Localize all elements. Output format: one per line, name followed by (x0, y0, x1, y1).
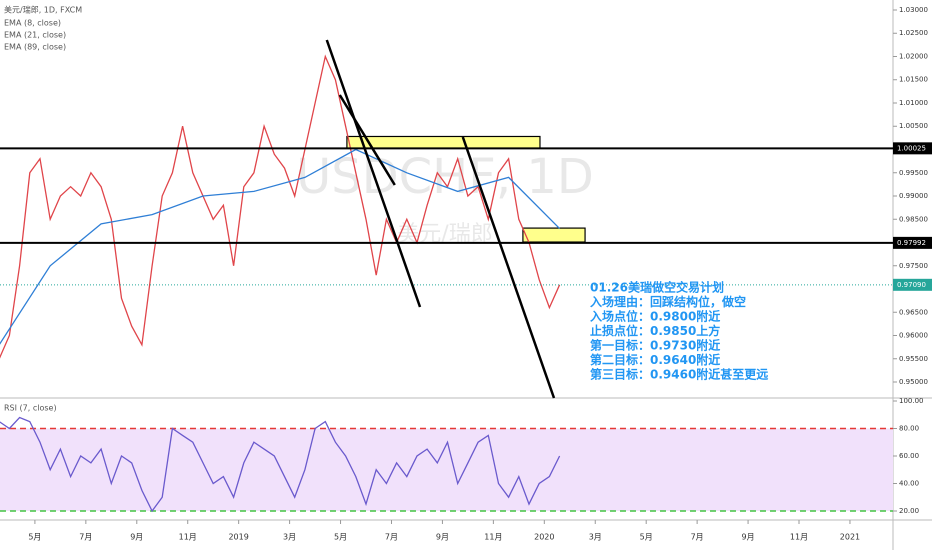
x-tick-label: 7月 (691, 533, 704, 542)
rsi-band (0, 428, 893, 511)
zone (346, 135, 541, 149)
x-tick-label: 9月 (742, 533, 755, 542)
y-tick-label: 80.00 (899, 424, 919, 432)
zone (522, 227, 586, 243)
series-line (0, 416, 561, 513)
series-line (0, 54, 561, 359)
y-tick-label: 0.98500 (899, 215, 928, 223)
pane-title: 美元/瑞郎, 1D, FXCM (4, 5, 82, 15)
y-tick-label: 1.02000 (899, 52, 928, 60)
trendline (461, 136, 556, 399)
x-tick-label: 2021 (840, 533, 860, 542)
y-tick-label: 1.01500 (899, 76, 928, 84)
y-tick-label: 40.00 (899, 479, 919, 487)
x-tick-label: 9月 (130, 533, 143, 542)
indicator-label: EMA (21, close) (4, 31, 66, 40)
x-tick-label: 5月 (640, 533, 653, 542)
x-tick-label: 2019 (228, 533, 248, 542)
y-tick-label: 0.99000 (899, 192, 928, 200)
annotation: 入场理由：回踩结构位，做空 (590, 294, 746, 309)
y-tick-label: 0.95000 (899, 378, 928, 386)
price-tag (893, 142, 932, 155)
annotation: 01.26美瑞做空交易计划 (590, 280, 724, 295)
x-tick-label: 11月 (484, 533, 502, 542)
x-tick-label: 5月 (28, 533, 41, 542)
y-tick-label: 1.00500 (899, 122, 928, 130)
series-line (0, 148, 561, 345)
trendline (338, 94, 396, 186)
trendline (325, 39, 422, 308)
x-tick-label: 2020 (534, 533, 554, 542)
x-tick-label: 3月 (589, 533, 602, 542)
y-tick-label: 100.00 (899, 397, 924, 405)
annotation: 第一目标：0.9730附近 (590, 338, 720, 353)
price-tag-label: 0.97992 (897, 239, 926, 247)
y-tick-label: 0.96500 (899, 308, 928, 316)
indicator-label: EMA (8, close) (4, 19, 61, 28)
y-tick-label: 1.01000 (899, 99, 928, 107)
y-tick-label: 20.00 (899, 507, 919, 515)
annotation: 入场点位：0.9800附近 (590, 309, 720, 324)
y-tick-label: 0.97500 (899, 262, 928, 270)
y-tick-label: 60.00 (899, 452, 919, 460)
annotation: 第二目标：0.9640附近 (590, 352, 720, 367)
price-tag-label: 1.00025 (897, 144, 926, 152)
price-tag-label: 0.97090 (897, 281, 926, 289)
price-tag (893, 278, 932, 291)
pane-title: RSI (7, close) (4, 404, 57, 413)
annotation: 止损点位：0.9850上方 (590, 323, 720, 338)
x-tick-label: 11月 (790, 533, 808, 542)
price-tag (893, 236, 932, 249)
annotation: 第三目标：0.9460附近甚至更远 (590, 367, 768, 382)
x-tick-label: 7月 (79, 533, 92, 542)
y-tick-label: 0.96000 (899, 332, 928, 340)
indicator-label: EMA (89, close) (4, 43, 66, 52)
x-tick-label: 7月 (385, 533, 398, 542)
x-tick-label: 5月 (334, 533, 347, 542)
y-tick-label: 0.95500 (899, 355, 928, 363)
x-tick-label: 11月 (179, 533, 197, 542)
y-tick-label: 1.03000 (899, 6, 928, 14)
x-tick-label: 9月 (436, 533, 449, 542)
watermark: USDCHF, 1D (296, 149, 594, 205)
y-tick-label: 1.02500 (899, 29, 928, 37)
y-tick-label: 0.99500 (899, 169, 928, 177)
x-tick-label: 3月 (283, 533, 296, 542)
